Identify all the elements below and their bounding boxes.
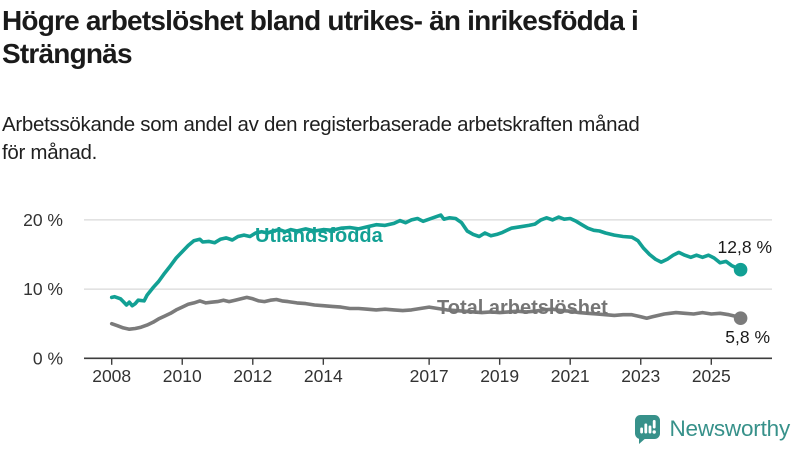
series-label-total-arbetsloshet: Total arbetslöshet	[437, 297, 608, 319]
page-title: Högre arbetslöshet bland utrikes- än inr…	[2, 5, 639, 69]
series-line-utlandsfodda	[109, 213, 743, 308]
x-tick-label: 2010	[163, 366, 202, 386]
x-axis-group: 2008 2010 2012 2014 2017 2019 2021 2023 2025	[92, 358, 731, 386]
end-value-label-total: 5,8 %	[725, 327, 770, 347]
newsworthy-bar-chart-bubble-icon	[635, 415, 661, 444]
series-group	[109, 213, 748, 332]
x-tick-label: 2012	[233, 366, 272, 386]
x-tick-label: 2019	[480, 366, 519, 386]
y-tick-label: 20 %	[23, 210, 63, 230]
series-end-dot-total	[733, 311, 748, 326]
end-value-label-utlandsfodda: 12,8 %	[718, 237, 772, 257]
y-tick-label: 10 %	[23, 279, 63, 299]
newsworthy-logo[interactable]: Newsworthy	[634, 414, 790, 444]
x-tick-label: 2023	[621, 366, 660, 386]
series-label-utlandsfodda: Utlandsfödda	[255, 225, 384, 247]
gridlines-group	[84, 219, 772, 360]
newsworthy-wordmark: Newsworthy	[669, 416, 790, 441]
y-axis-group: 0 % 10 % 20 %	[23, 210, 63, 368]
x-tick-label: 2021	[551, 366, 590, 386]
series-line-total	[109, 295, 743, 332]
x-tick-label: 2008	[92, 366, 131, 386]
page-subtitle: Arbetssökande som andel av den registerb…	[2, 113, 640, 165]
series-end-dot-utlandsfodda	[733, 262, 748, 277]
x-tick-label: 2014	[304, 366, 343, 386]
y-tick-label: 0 %	[33, 348, 63, 368]
x-tick-label: 2025	[692, 366, 731, 386]
x-tick-label: 2017	[410, 366, 449, 386]
